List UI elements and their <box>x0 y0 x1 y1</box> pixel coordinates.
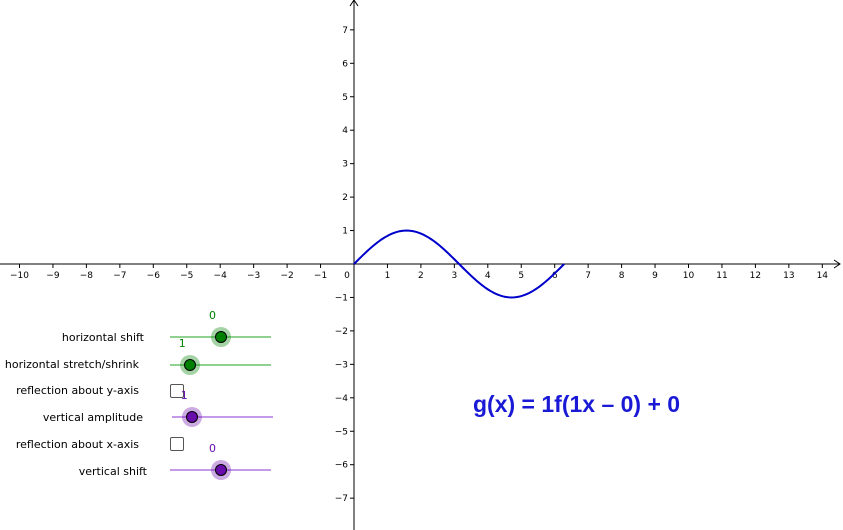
x-tick-label: −8 <box>80 271 94 281</box>
y-tick-label: −5 <box>335 427 348 437</box>
x-tick-label: −5 <box>180 271 193 281</box>
vertical-amplitude-slider[interactable]: 1 <box>172 389 273 427</box>
horizontal-stretch-track <box>170 364 271 366</box>
horizontal-shift-knob[interactable] <box>214 331 227 343</box>
x-tick-label: 11 <box>716 271 727 281</box>
horizontal-shift-slider[interactable]: 0 <box>170 309 271 347</box>
horizontal-stretch-label: horizontal stretch/shrink <box>4 358 139 371</box>
x-tick-label: 13 <box>783 271 794 281</box>
horizontal-stretch-slider[interactable]: 1 <box>170 337 271 375</box>
horizontal-stretch-value: 1 <box>178 337 186 350</box>
y-tick-label: 5 <box>342 93 348 103</box>
x-axis-arrow <box>833 259 841 269</box>
sine-curve <box>353 229 565 299</box>
x-tick-label: 12 <box>750 271 761 281</box>
x-tick-label: 0 <box>344 271 350 281</box>
y-tick-label: −7 <box>335 494 348 504</box>
vertical-shift-slider[interactable]: 0 <box>170 442 271 480</box>
x-tick-label: −1 <box>314 271 327 281</box>
x-tick-label: −9 <box>46 271 60 281</box>
x-tick-label: 14 <box>817 271 829 281</box>
y-tick-label: 4 <box>342 126 348 136</box>
x-tick-label: −10 <box>10 271 29 281</box>
horizontal-stretch-knob[interactable] <box>184 359 197 371</box>
reflection-x-checkbox[interactable] <box>170 437 184 451</box>
y-tick-label: −2 <box>335 327 348 337</box>
y-tick-label: 7 <box>342 26 348 36</box>
x-tick-label: 5 <box>518 271 524 281</box>
reflection-x-label: reflection about x-axis <box>15 438 139 451</box>
y-tick-label: −3 <box>335 360 348 370</box>
vertical-amplitude-track <box>172 416 273 418</box>
vertical-shift-label: vertical shift <box>78 465 147 478</box>
y-tick-label: 2 <box>342 193 348 203</box>
reflection-y-label: reflection about y-axis <box>16 384 139 397</box>
x-tick-label: 4 <box>485 271 491 281</box>
vertical-shift-knob[interactable] <box>214 464 227 476</box>
horizontal-shift-value: 0 <box>209 309 216 322</box>
x-tick-label: 10 <box>683 271 695 281</box>
y-tick-label: 1 <box>342 227 348 237</box>
y-tick-label: 3 <box>342 160 348 170</box>
y-tick-label: −4 <box>335 394 349 404</box>
vertical-amplitude-knob[interactable] <box>186 411 199 423</box>
vertical-shift-value: 0 <box>209 442 216 455</box>
x-tick-label: 2 <box>418 271 424 281</box>
x-tick-label: −7 <box>113 271 126 281</box>
x-tick-label: 6 <box>552 271 558 281</box>
y-tick-label: 6 <box>342 59 348 69</box>
horizontal-shift-label: horizontal shift <box>61 331 144 344</box>
x-tick-label: −4 <box>214 271 228 281</box>
x-tick-label: −2 <box>280 271 293 281</box>
x-tick-label: 3 <box>451 271 457 281</box>
y-tick-label: −6 <box>335 461 349 471</box>
formula-text: g(x) = 1f(1x – 0) + 0 <box>473 391 681 417</box>
x-tick-label: 8 <box>619 271 625 281</box>
x-tick-label: 1 <box>385 271 391 281</box>
y-tick-label: −1 <box>335 293 348 303</box>
y-axis-arrow <box>349 0 359 7</box>
x-tick-label: −6 <box>147 271 161 281</box>
vertical-amplitude-label: vertical amplitude <box>42 411 143 424</box>
x-tick-label: −3 <box>247 271 260 281</box>
x-tick-label: 7 <box>585 271 591 281</box>
vertical-amplitude-value: 1 <box>180 389 188 402</box>
reflection-y-checkbox[interactable] <box>170 384 184 398</box>
x-tick-label: 9 <box>652 271 658 281</box>
